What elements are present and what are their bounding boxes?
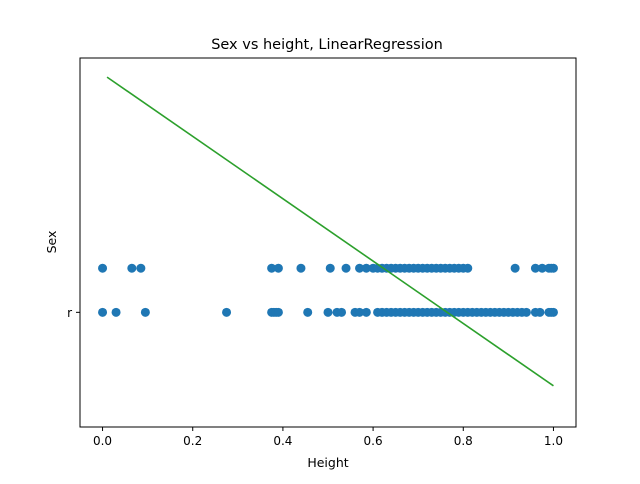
scatter-point xyxy=(303,307,313,317)
scatter-point xyxy=(337,307,347,317)
scatter-point xyxy=(361,263,371,273)
x-axis-label: Height xyxy=(307,455,348,470)
x-tick-label: 0.4 xyxy=(273,434,292,448)
chart-marks xyxy=(98,76,558,387)
scatter-point xyxy=(136,263,146,273)
scatter-point xyxy=(273,263,283,273)
scatter-point xyxy=(323,307,333,317)
y-axis-label: Sex xyxy=(44,231,59,254)
scatter-point xyxy=(548,263,558,273)
scatter-point xyxy=(111,307,121,317)
scatter-point xyxy=(510,263,520,273)
scatter-point xyxy=(267,263,277,273)
scatter-point xyxy=(127,263,137,273)
scatter-point xyxy=(98,307,108,317)
x-tick-label: 0.2 xyxy=(183,434,202,448)
scatter-point xyxy=(548,307,558,317)
scatter-point xyxy=(521,307,531,317)
scatter-point xyxy=(530,263,540,273)
x-axis-ticks: 0.0 0.2 0.4 0.6 0.8 1.0 xyxy=(93,427,563,448)
scatter-point xyxy=(355,307,365,317)
y-axis-ticks: r xyxy=(67,306,80,320)
chart-title: Sex vs height, LinearRegression xyxy=(211,37,443,53)
y-tick-label: r xyxy=(67,306,72,320)
x-tick-label: 0.6 xyxy=(364,434,383,448)
scatter-point xyxy=(463,263,473,273)
scatter-point xyxy=(296,263,306,273)
x-tick-label: 0.0 xyxy=(93,434,112,448)
axes-frame xyxy=(79,57,577,428)
scatter-point xyxy=(273,307,283,317)
x-tick-label: 0.8 xyxy=(454,434,473,448)
scatter-point xyxy=(341,263,351,273)
scatter-point xyxy=(98,263,108,273)
scatter-point xyxy=(222,307,232,317)
scatter-point xyxy=(355,263,365,273)
scatter-point xyxy=(140,307,150,317)
scatter-point xyxy=(535,307,545,317)
regression-line xyxy=(106,76,554,387)
scatter-point xyxy=(537,263,547,273)
scatter-point xyxy=(325,263,335,273)
scatter-point xyxy=(361,307,371,317)
x-tick-label: 1.0 xyxy=(544,434,563,448)
